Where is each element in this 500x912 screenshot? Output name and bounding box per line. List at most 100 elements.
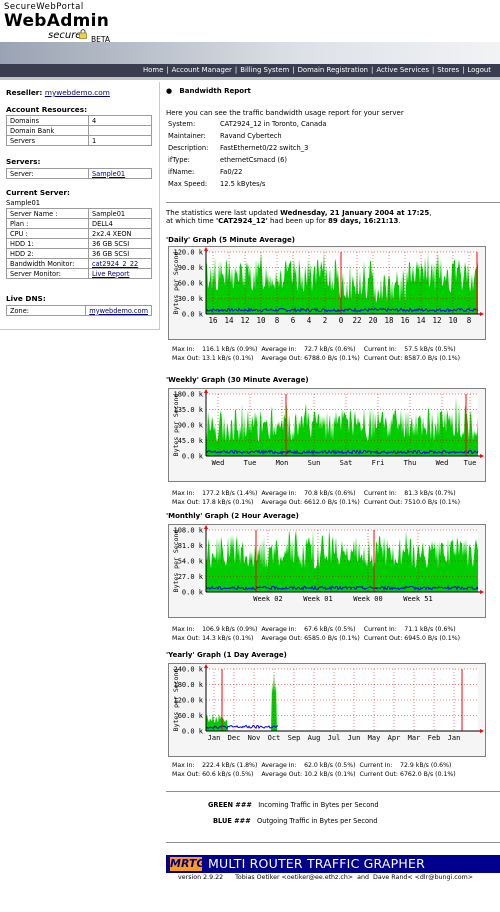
y-axis-arrow [204, 525, 208, 529]
stat-value: 7510.0 B/s (0.1%) [404, 499, 460, 506]
y-tick-label: 60.0 k [178, 280, 204, 288]
y-tick-label: 27.0 k [178, 573, 204, 581]
y-axis-arrow [204, 664, 208, 668]
servers-title: Servers: [6, 157, 41, 166]
stat-label: Current In: [363, 490, 397, 497]
page-title: ● Bandwidth Report [166, 87, 251, 95]
x-tick-label: Jan [448, 734, 461, 742]
info-key: ifType: [168, 156, 190, 164]
brand-logo[interactable]: WebAdmin [4, 11, 110, 31]
author2-link[interactable]: Dave Rand< <dlr@bungi.com> [372, 874, 474, 881]
info-value: CAT2924_12 in Toronto, Canada [220, 120, 327, 128]
table-row: Max Out: 60.6 kB/s (0.5%) Average Out: 10.2… [172, 770, 460, 779]
y-tick-label: 30.0 k [178, 295, 204, 303]
x-tick-label: 16 [208, 316, 218, 325]
table-row: Maintainer: Ravand Cybertech [166, 130, 328, 142]
sidebar: Reseller: mywebdemo.com Account Resource… [0, 82, 160, 330]
outgoing-traffic-line [205, 449, 479, 455]
author1-link[interactable]: Tobias Oetiker <oetiker@ee.ethz.ch> [235, 874, 354, 881]
nav-account-manager[interactable]: Account Manager [171, 66, 232, 74]
row-value: DELL4 [88, 218, 152, 229]
info-value: Ravand Cybertech [220, 132, 282, 140]
traffic-graph: 108.0 k 81.0 k 54.0 k 27.0 k 0.0 k Week 02 Wee… [168, 524, 486, 618]
table-row: HDD 1: 36 GB SCSI [6, 238, 152, 249]
stat-label: Average Out: [261, 499, 303, 506]
graph-stats-table: Max In: 177.2 kB/s (1.4%) Average In: 70.8 … [172, 489, 464, 507]
nav-home[interactable]: Home [142, 66, 164, 74]
incoming-traffic-area [206, 395, 478, 456]
stat-label: Max Out: [172, 635, 201, 642]
x-tick-label: 18 [384, 316, 394, 325]
row-value [88, 125, 152, 136]
current-server-table: Server Name : Sample01 Plan : DELL4 CPU :2… [6, 208, 152, 279]
bandwidth-monitor-link[interactable]: cat2924_2_22 [92, 259, 139, 268]
header: SecureWebPortal WebAdmin secure BETA [0, 0, 500, 64]
zone-link[interactable]: mywebdemo.com [89, 306, 148, 315]
graph-title: 'Monthly' Graph (2 Hour Average) [166, 512, 299, 520]
reseller-row: Reseller: mywebdemo.com [6, 88, 110, 97]
stats-uptime-line: at which time 'CAT2924_12' had been up f… [166, 217, 401, 225]
x-axis-arrow [480, 312, 484, 316]
stat-value: 6788.0 B/s (0.1%) [304, 355, 360, 362]
x-tick-label: Aug [308, 734, 321, 742]
legend-green-key: GREEN ### [208, 801, 252, 809]
live-dns-title: Live DNS: [6, 294, 46, 303]
traffic-graph: 240.0 k 180.0 k 120.0 k 60.0 k 0.0 k Jan Dec No… [168, 663, 486, 757]
nav-active-services[interactable]: Active Services [376, 66, 429, 74]
nav-underline [0, 77, 500, 80]
graph-title: 'Weekly' Graph (30 Minute Average) [166, 376, 309, 384]
stat-value: 72.9 kB/s (0.6%) [400, 762, 452, 769]
table-row: System: CAT2924_12 in Toronto, Canada [166, 118, 328, 130]
stat-value: 6762.0 B/s (0.1%) [400, 771, 456, 778]
x-tick-label: Sat [340, 459, 353, 467]
info-key: ifName: [168, 168, 195, 176]
stat-label: Max Out: [172, 771, 201, 778]
x-tick-label: Nov [248, 734, 261, 742]
table-row: Zone: mywebdemo.com [5, 305, 152, 316]
stat-value: 81.3 kB/s (0.7%) [404, 490, 456, 497]
graph-title: 'Yearly' Graph (1 Day Average) [166, 651, 287, 659]
reseller-link[interactable]: mywebdemo.com [44, 88, 110, 97]
nav-logout[interactable]: Logout [467, 66, 491, 74]
nav-stores[interactable]: Stores [437, 66, 460, 74]
x-tick-label: 12 [432, 316, 441, 325]
mrtg-logo[interactable]: MRTG MULTI ROUTER TRAFFIC GRAPHER [166, 855, 500, 873]
nav-domain-registration[interactable]: Domain Registration [297, 66, 369, 74]
row-label: HDD 2: [6, 248, 89, 259]
secure-label: secure [48, 30, 82, 41]
row-value: 36 GB SCSI [88, 248, 152, 259]
stat-value: 116.1 kB/s (0.9%) [202, 346, 258, 353]
stats-device: 'CAT2924_12' [215, 217, 268, 225]
row-value: 2x2.4 XEON [88, 228, 152, 239]
row-value: 36 GB SCSI [88, 238, 152, 249]
stat-label: Max In: [172, 626, 195, 633]
y-axis-title: Bytes per Second [172, 394, 180, 457]
x-tick-label: 14 [416, 316, 426, 325]
table-row: Server: Sample01 [6, 168, 152, 179]
info-value: FastEthernet0/22 switch_3 [220, 144, 309, 152]
nav-billing-system[interactable]: Billing System [240, 66, 290, 74]
x-tick-label: 4 [307, 316, 312, 325]
mrtg-version: version 2.9.22 [178, 874, 224, 881]
x-tick-label: 6 [291, 316, 296, 325]
live-report-link[interactable]: Live Report [92, 269, 130, 278]
table-row: Bandwidth Monitor: cat2924_2_22 [6, 258, 152, 269]
info-value: ethernetCsmacd (6) [220, 156, 287, 164]
x-tick-label: Jun [348, 734, 361, 742]
table-row: Servers 1 [6, 135, 152, 146]
y-tick-label: 81.0 k [178, 542, 204, 550]
legend-blue-desc: Outgoing Traffic in Bytes per Second [257, 817, 378, 825]
row-value: 1 [88, 135, 152, 146]
x-tick-label: Week 02 [253, 595, 283, 603]
stat-label: Average In: [261, 762, 297, 769]
stat-label: Max Out: [172, 355, 201, 362]
stat-value: 13.1 kB/s (0.1%) [202, 355, 254, 362]
stat-label: Current In: [363, 626, 397, 633]
x-tick-label: Thu [404, 459, 417, 467]
row-label: Domains [6, 115, 89, 126]
table-row: ifName: Fa0/22 [166, 166, 328, 178]
server-link[interactable]: Sample01 [92, 169, 126, 178]
info-key: Maintainer: [168, 132, 206, 140]
header-banner [0, 42, 500, 64]
stat-label: Max Out: [172, 499, 201, 506]
